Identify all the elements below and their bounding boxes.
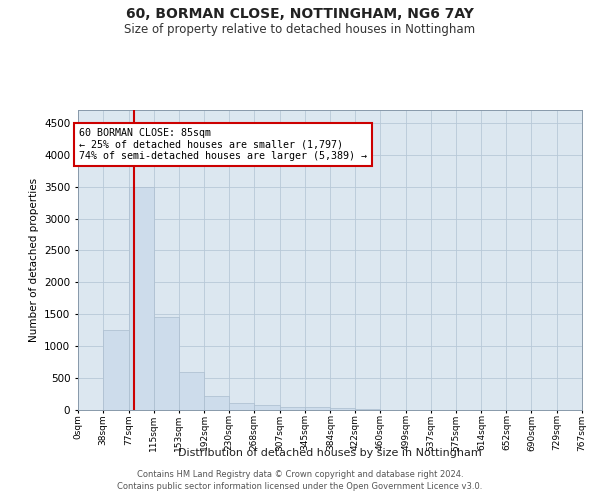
Bar [154, 317, 179, 410]
Bar [229, 403, 254, 410]
Bar [331, 408, 355, 410]
Text: Distribution of detached houses by size in Nottingham: Distribution of detached houses by size … [178, 448, 482, 458]
Text: Contains public sector information licensed under the Open Government Licence v3: Contains public sector information licen… [118, 482, 482, 491]
Y-axis label: Number of detached properties: Number of detached properties [29, 178, 38, 342]
Bar [179, 372, 204, 410]
Bar [204, 396, 229, 410]
Bar [280, 407, 305, 410]
Text: 60, BORMAN CLOSE, NOTTINGHAM, NG6 7AY: 60, BORMAN CLOSE, NOTTINGHAM, NG6 7AY [126, 8, 474, 22]
Bar [305, 408, 331, 410]
Bar [128, 186, 154, 410]
Bar [103, 330, 128, 410]
Text: Size of property relative to detached houses in Nottingham: Size of property relative to detached ho… [124, 22, 476, 36]
Text: 60 BORMAN CLOSE: 85sqm
← 25% of detached houses are smaller (1,797)
74% of semi-: 60 BORMAN CLOSE: 85sqm ← 25% of detached… [79, 128, 367, 161]
Bar [254, 405, 280, 410]
Text: Contains HM Land Registry data © Crown copyright and database right 2024.: Contains HM Land Registry data © Crown c… [137, 470, 463, 479]
